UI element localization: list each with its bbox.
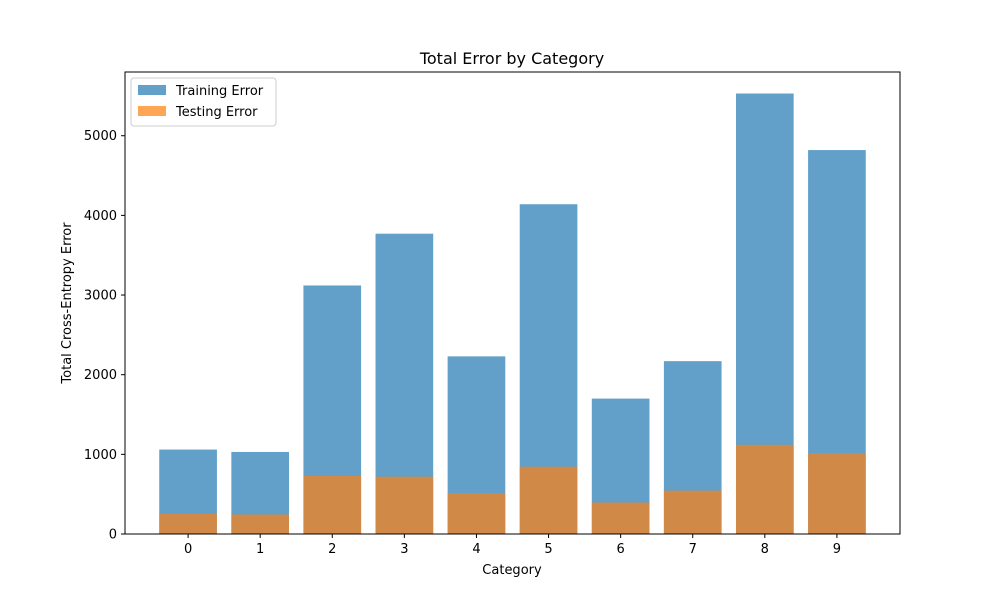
x-axis-label: Category xyxy=(482,563,542,578)
x-tick-label-7: 7 xyxy=(689,542,697,557)
testing-error-bar-7 xyxy=(663,490,722,534)
plot-area-frame xyxy=(124,71,901,535)
legend-swatch-training xyxy=(138,85,166,95)
legend: Training Error Testing Error xyxy=(130,77,277,127)
y-tick-label-2000: 2000 xyxy=(84,368,117,383)
testing-error-bar-6 xyxy=(591,502,650,534)
testing-error-bar-3 xyxy=(375,476,434,534)
y-axis-label: Total Cross-Entropy Error xyxy=(60,222,75,385)
testing-error-bar-8 xyxy=(735,444,794,534)
x-tick-label-9: 9 xyxy=(833,542,841,557)
y-tick-label-0: 0 xyxy=(109,528,117,543)
x-tick-label-2: 2 xyxy=(328,542,336,557)
x-axis-ticks: 0 1 2 3 4 5 6 7 8 9 xyxy=(184,534,841,557)
chart-title: Total Error by Category xyxy=(419,49,604,68)
x-tick-label-0: 0 xyxy=(184,542,192,557)
x-tick-label-6: 6 xyxy=(616,542,624,557)
testing-error-bar-1 xyxy=(231,514,290,534)
x-tick-label-8: 8 xyxy=(761,542,769,557)
y-axis-ticks: 0 1000 2000 3000 4000 5000 xyxy=(84,129,125,543)
y-tick-label-4000: 4000 xyxy=(84,209,117,224)
x-tick-label-3: 3 xyxy=(400,542,408,557)
y-tick-label-5000: 5000 xyxy=(84,129,117,144)
y-tick-label-3000: 3000 xyxy=(84,289,117,304)
legend-label-testing: Testing Error xyxy=(175,105,258,120)
legend-label-training: Training Error xyxy=(175,84,264,99)
testing-error-bar-0 xyxy=(159,513,217,534)
x-tick-label-1: 1 xyxy=(256,542,264,557)
y-tick-label-1000: 1000 xyxy=(84,448,117,463)
x-tick-label-5: 5 xyxy=(544,542,552,557)
x-tick-label-4: 4 xyxy=(472,542,480,557)
bars-layer xyxy=(159,93,866,534)
testing-error-bar-4 xyxy=(447,492,506,534)
testing-error-bar-2 xyxy=(303,475,362,534)
testing-error-bar-5 xyxy=(519,466,578,534)
legend-box xyxy=(130,77,277,127)
legend-swatch-testing xyxy=(138,106,166,116)
testing-error-bar-9 xyxy=(808,453,866,534)
